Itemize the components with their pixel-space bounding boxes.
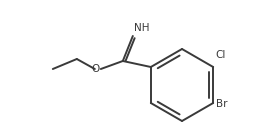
- Text: Cl: Cl: [215, 50, 225, 60]
- Text: Br: Br: [216, 99, 228, 109]
- Text: O: O: [92, 64, 100, 74]
- Text: NH: NH: [134, 23, 149, 33]
